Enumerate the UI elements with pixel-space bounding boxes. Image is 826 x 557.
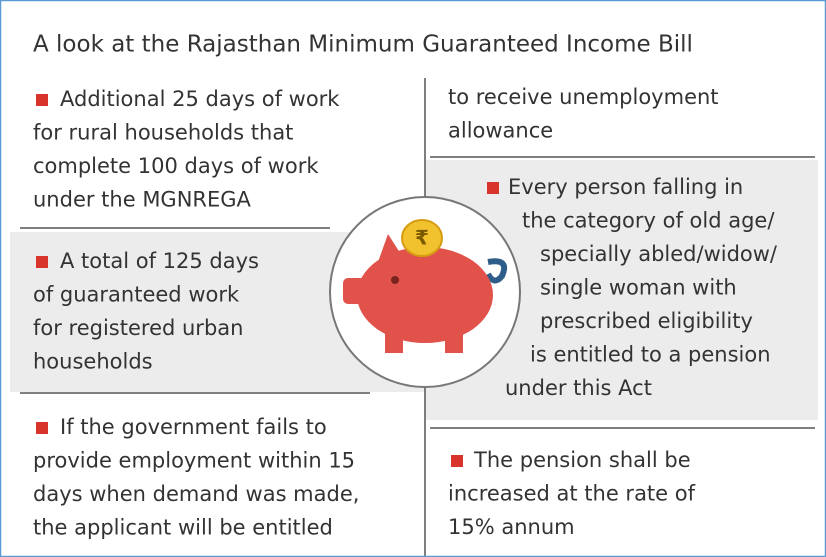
coin-symbol: ₹ — [415, 226, 429, 250]
item-text-line: complete 100 days of work — [33, 154, 319, 178]
bullet — [36, 256, 48, 268]
bullet — [451, 455, 463, 467]
pig-leg — [385, 325, 403, 353]
item-text-line: single woman with — [540, 276, 737, 300]
pig-tail — [485, 258, 508, 284]
item-text-line: If the government fails to — [60, 415, 327, 439]
item-text-line: 15% annum — [448, 515, 575, 539]
item-text-line: specially abled/widow/ — [540, 242, 778, 266]
pig-body — [357, 247, 493, 343]
item-text-line: households — [33, 350, 153, 374]
item-text-line: for rural households that — [33, 121, 293, 145]
title: A look at the Rajasthan Minimum Guarante… — [33, 32, 693, 58]
item-text-line: The pension shall be — [473, 448, 691, 472]
pig-ear — [378, 234, 402, 262]
item-text-line: provide employment within 15 — [33, 449, 355, 473]
item-text-line: under this Act — [505, 376, 652, 400]
item-text-line: allowance — [448, 119, 553, 143]
item-text-line: is entitled to a pension — [530, 343, 771, 367]
item-text-line: for registered urban — [33, 316, 243, 340]
item-text-line: A total of 125 days — [60, 249, 259, 273]
item-text-line: Every person falling in — [508, 175, 743, 199]
pig-leg — [445, 325, 463, 353]
item-text-line: to receive unemployment — [448, 85, 719, 109]
item-text-line: Additional 25 days of work — [60, 87, 340, 111]
item-text-line: days when demand was made, — [33, 482, 359, 506]
item-text-line: of guaranteed work — [33, 283, 240, 307]
bullet — [487, 182, 499, 194]
item-text-line: under the MGNREGA — [33, 188, 252, 212]
item-text-line: the applicant will be entitled — [33, 516, 333, 540]
coin — [401, 219, 443, 257]
item-text-line: the category of old age/ — [522, 209, 775, 233]
bullet — [36, 94, 48, 106]
piggy-bank-icon: ₹ — [329, 196, 521, 388]
pig-snout — [343, 278, 365, 304]
pig-eye — [391, 276, 399, 284]
item-text-line: increased at the rate of — [448, 482, 696, 506]
item-text-line: prescribed eligibility — [540, 309, 753, 333]
bullet — [36, 422, 48, 434]
